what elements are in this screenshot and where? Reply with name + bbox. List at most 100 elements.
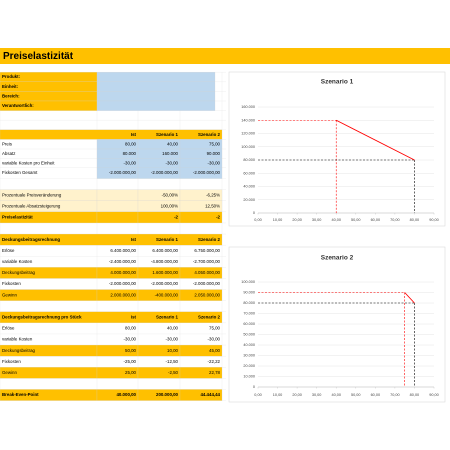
column-header: Szenario 2 — [198, 132, 221, 137]
cell-value: -6,25% — [206, 192, 220, 197]
row-label: variable Kosten — [2, 337, 33, 342]
cell-value: 75,00 — [209, 326, 221, 331]
y-tick-label: 80.000 — [243, 158, 255, 162]
cell-value: -2.000.000,00 — [151, 170, 179, 175]
cell — [179, 289, 223, 301]
row-label: Gewinn — [2, 370, 17, 375]
x-tick-label: 50,00 — [351, 393, 361, 397]
chart-frame — [228, 71, 446, 227]
x-tick-label: 20,00 — [292, 218, 302, 222]
cell — [179, 367, 223, 379]
cell — [96, 100, 216, 111]
cell-value: 100,00% — [161, 203, 178, 208]
cell-value: -2.000.000,00 — [109, 281, 137, 286]
y-tick-label: 10.000 — [243, 375, 255, 379]
cell-value: 2.000.000,00 — [110, 292, 136, 297]
cell-value: 6.750.000,00 — [194, 248, 220, 253]
cell — [179, 344, 223, 357]
row-label: Fixkosten Gesamt — [2, 170, 38, 175]
chart-title: Szenario 2 — [321, 255, 354, 262]
cell — [179, 211, 223, 224]
cell-value: -2 — [174, 215, 178, 220]
cell-value: -2,50 — [168, 370, 179, 375]
x-tick-label: 90,00 — [429, 393, 439, 397]
cell-value: 6.400.000,00 — [110, 248, 136, 253]
row-label: Deckungsbeitrag — [2, 270, 36, 275]
cell-value: 22,78 — [209, 370, 221, 375]
chart-frame — [228, 246, 446, 403]
x-tick-label: 70,00 — [390, 393, 400, 397]
row-label: Prozentuale Absatzsteigerung — [2, 203, 61, 208]
row-label: Gewinn — [2, 292, 17, 297]
cell — [96, 189, 139, 201]
table-title: Deckungsbeitragsrechnung pro Stück — [2, 314, 82, 319]
row-label: variable Kosten pro Einheit — [2, 161, 55, 166]
cell-value: 75,00 — [209, 141, 221, 146]
x-tick-label: 30,00 — [312, 393, 322, 397]
cell — [96, 81, 216, 92]
cell-value: 80.000 — [123, 151, 137, 156]
cell-value: -2 — [216, 215, 220, 220]
cell — [96, 211, 139, 224]
cell-value: -30,00 — [124, 337, 137, 342]
cell — [0, 129, 223, 140]
column-header: Ist — [131, 237, 137, 242]
series-line — [336, 119, 415, 161]
row-label: Deckungsbeitrag — [2, 348, 36, 353]
y-tick-label: 50.000 — [243, 333, 255, 337]
cell-value: -2.700.000,00 — [193, 259, 221, 264]
info-label: Bereich: — [2, 93, 20, 98]
y-tick-label: 0 — [253, 385, 255, 389]
cell-value: -50,00% — [162, 192, 178, 197]
y-tick-label: 20.000 — [243, 198, 255, 202]
sheet-title: Preiselastizität — [3, 51, 74, 62]
cell — [96, 72, 216, 82]
cell — [179, 167, 223, 179]
y-tick-label: 0 — [253, 211, 255, 215]
x-tick-label: 10,00 — [273, 393, 283, 397]
y-tick-label: 70.000 — [243, 312, 255, 316]
cell — [179, 267, 223, 279]
cell-value: 90.000 — [207, 151, 221, 156]
row-label: Erlöse — [2, 248, 15, 253]
row-label: Absatz — [2, 151, 15, 156]
y-tick-label: 90.000 — [243, 291, 255, 295]
column-header: Ist — [131, 314, 137, 319]
x-tick-label: 50,00 — [351, 218, 361, 222]
cell-value: -400.000,00 — [155, 292, 179, 297]
y-tick-label: 120.000 — [241, 132, 255, 136]
column-header: Szenario 1 — [156, 314, 179, 319]
cell-value: 200.000,00 — [156, 392, 179, 397]
y-tick-label: 20.000 — [243, 364, 255, 368]
row-label: variable Kosten — [2, 259, 33, 264]
cell-value: 2.050.000,00 — [194, 292, 220, 297]
row-label: Break-Even-Point — [2, 392, 39, 397]
x-tick-label: 60,00 — [371, 218, 381, 222]
cell — [96, 200, 139, 212]
cell-value: -2.400.000,00 — [109, 259, 137, 264]
cell-value: 12,50% — [205, 203, 220, 208]
x-tick-label: 10,00 — [273, 218, 283, 222]
cell-value: -2.000.000,00 — [109, 170, 137, 175]
cell-value: 44.444,44 — [200, 392, 220, 397]
y-tick-label: 30.000 — [243, 354, 255, 358]
x-tick-label: 40,00 — [331, 218, 341, 222]
cell-value: 80,00 — [125, 141, 137, 146]
column-header: Ist — [131, 132, 137, 137]
cell-value: 80,00 — [125, 326, 137, 331]
cell-value: -30,00 — [208, 161, 221, 166]
info-label: Einheit: — [2, 84, 19, 89]
row-label: Prozentuale Preisveränderung — [2, 192, 62, 197]
info-label: Verantwortlich: — [2, 103, 34, 108]
cell-value: 160.000 — [162, 151, 178, 156]
cell-value: -22,22 — [208, 359, 221, 364]
cell — [96, 91, 216, 102]
x-tick-label: 0,00 — [254, 218, 261, 222]
x-tick-label: 20,00 — [292, 393, 302, 397]
cell — [179, 389, 223, 401]
x-tick-label: 70,00 — [390, 218, 400, 222]
cell-value: 4.000.000,00 — [110, 270, 136, 275]
y-tick-label: 60.000 — [243, 171, 255, 175]
cell-value: -30,00 — [124, 161, 137, 166]
title-bar — [0, 48, 450, 64]
